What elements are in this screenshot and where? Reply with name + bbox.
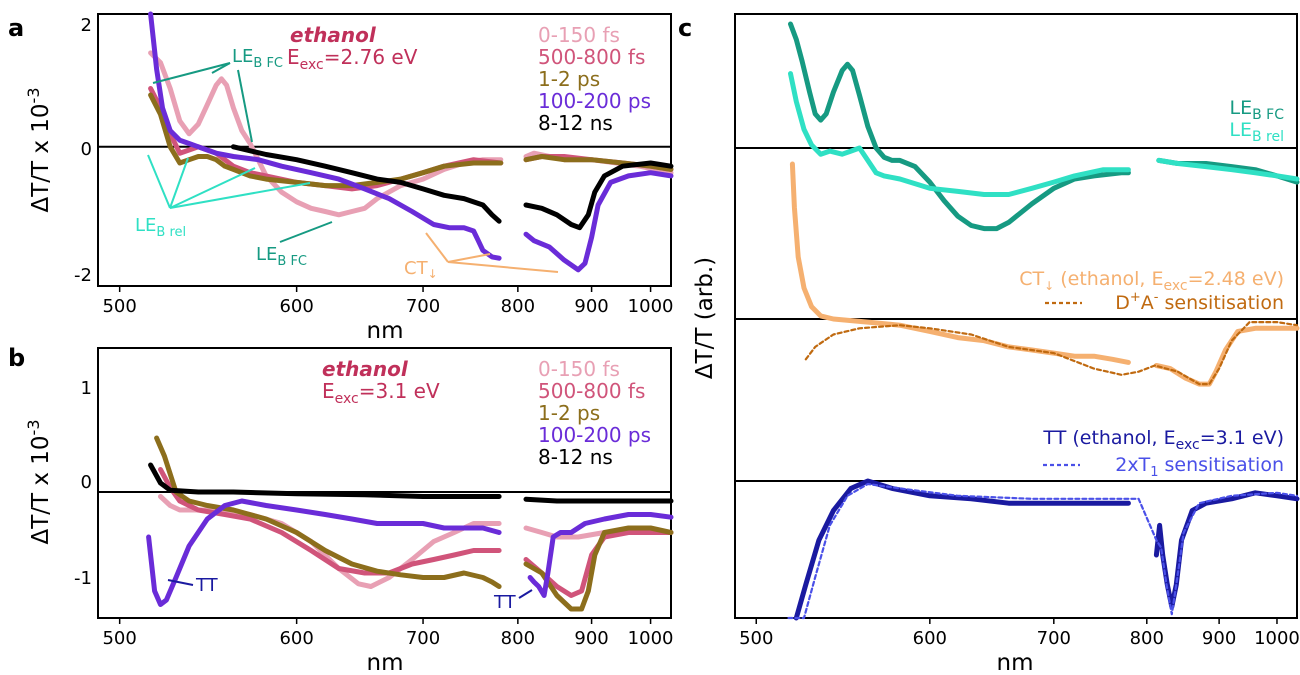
panel-a-legend-0-150fs: 0-150 fs: [538, 23, 620, 47]
panel-b-solvent: ethanol: [322, 357, 409, 381]
svg-text:LEB FC: LEB FC: [256, 244, 307, 269]
panel-c-xticks: 500 600 700 800 900 1000: [739, 618, 1300, 649]
panel-b-legend-0-150fs: 0-150 fs: [538, 357, 620, 381]
xtick-label: 900: [574, 628, 608, 649]
xtick-label: 900: [1202, 628, 1236, 649]
xtick-label: 700: [406, 296, 440, 317]
panel-a-legend-8-12ns: 8-12 ns: [538, 111, 613, 135]
panel-b-letter: b: [8, 344, 25, 372]
panel-a-letter: a: [8, 14, 24, 42]
svg-text:LEB rel: LEB rel: [135, 215, 186, 240]
panel-b-ytick-0: 0: [81, 472, 92, 493]
xtick-label: 1000: [1254, 628, 1300, 649]
panel-a-xticks: 500 600 700 800 900 1000: [102, 286, 673, 317]
panel-c-letter: c: [678, 14, 692, 42]
panel-b-excitation: Eexc=3.1 eV: [322, 379, 440, 407]
panel-c-legend-ct: CT↓ (ethanol, Eexc=2.48 eV): [1019, 268, 1284, 294]
xtick-label: 700: [1037, 628, 1071, 649]
series-8-12-ns: [148, 462, 674, 504]
series-1-2-ps: [154, 435, 674, 612]
panel-a-solvent: ethanol: [290, 23, 377, 47]
panel-b-plot-frame: [97, 347, 672, 619]
xtick-label: 500: [102, 296, 136, 317]
panel-a-ytick-0: 0: [81, 139, 92, 160]
series-100-200-ps: [146, 498, 674, 607]
panel-b-xticks: 500 600 700 800 900 1000: [102, 618, 673, 649]
xtick-label: 800: [501, 628, 535, 649]
series-ct-ethanol-eexc-2-48-ev: [789, 161, 1300, 387]
panel-c-plot-frame: [734, 13, 1298, 619]
panel-a-legend-1-2ps: 1-2 ps: [538, 67, 600, 91]
panel-b: b ΔT/T x 10-3 1 0 -1 500 600 700 800 900 1000…: [8, 344, 674, 675]
panel-a-legend-100-200ps: 100-200 ps: [538, 89, 651, 113]
series-2xt1-sensitisation: [787, 482, 1299, 620]
xtick-label: 1000: [628, 628, 674, 649]
panel-a-plot-frame: [97, 13, 672, 287]
panel-a-series: [148, 11, 674, 273]
panel-b-ytick-minus1: -1: [74, 568, 92, 589]
svg-text:2xT1 sensitisation: 2xT1 sensitisation: [1115, 454, 1284, 480]
svg-text:TT: TT: [195, 575, 219, 596]
panel-c-series: [787, 21, 1300, 621]
panel-b-annotation-tt-right: TT: [493, 589, 533, 613]
panel-b-legend-500-800fs: 500-800 fs: [538, 379, 645, 403]
svg-text:D+A- sensitisation: D+A- sensitisation: [1115, 290, 1284, 314]
xtick-label: 500: [739, 628, 773, 649]
xtick-label: 700: [406, 628, 440, 649]
series-leb-fc: [788, 21, 1300, 232]
panel-b-legend-1-2ps: 1-2 ps: [538, 401, 600, 425]
series-500-800-fs: [158, 467, 674, 598]
series-leb-rel: [788, 71, 1300, 197]
panel-c-legend-tt: TT (ethanol, Eexc=3.1 eV): [1042, 427, 1284, 453]
panel-a-ylabel: ΔT/T x 10-3: [24, 87, 54, 212]
series-d-a-sensitisation: [804, 321, 1299, 386]
svg-text:LEB FC: LEB FC: [232, 46, 283, 71]
xtick-label: 600: [279, 628, 313, 649]
xtick-label: 500: [102, 628, 136, 649]
panel-c: c ΔT/T (arb.) 500 600 700 800 900 1000 nm LEB…: [678, 13, 1300, 675]
panel-b-ylabel: ΔT/T x 10-3: [24, 419, 54, 544]
panel-a-excitation: Eexc=2.76 eV: [287, 45, 418, 73]
xtick-label: 800: [501, 296, 535, 317]
xtick-label: 600: [279, 296, 313, 317]
panel-b-series: [146, 435, 674, 612]
panel-b-legend-100-200ps: 100-200 ps: [538, 423, 651, 447]
xtick-label: 1000: [628, 296, 674, 317]
xtick-label: 600: [913, 628, 947, 649]
panel-b-ytick-1: 1: [81, 378, 92, 399]
series-tt-ethanol-eexc-3-1-ev: [793, 478, 1300, 621]
svg-text:TT: TT: [493, 592, 517, 613]
series-100-200-ps: [148, 11, 674, 273]
series-1-2-ps: [148, 92, 674, 189]
panel-a: a ΔT/T x 10-3 2 0 -2 500 600 700 800 900 1000…: [8, 11, 674, 344]
panel-a-legend-500-800fs: 500-800 fs: [538, 45, 645, 69]
series-8-12-ns: [230, 144, 674, 231]
panel-a-ytick-minus2: -2: [74, 265, 92, 286]
panel-a-annotation-lebfc-bottom: LEB FC: [256, 221, 333, 269]
panel-a-ytick-2: 2: [81, 15, 92, 36]
xtick-label: 800: [1130, 628, 1164, 649]
panel-c-legend-t1: 2xT1 sensitisation: [1043, 454, 1284, 480]
svg-text:CT↓: CT↓: [404, 258, 438, 281]
panel-c-legend-da: D+A- sensitisation: [1045, 290, 1284, 314]
panel-c-xlabel: nm: [997, 650, 1034, 675]
panel-b-annotation-tt-left: TT: [167, 575, 219, 596]
panel-c-ylabel: ΔT/T (arb.): [692, 257, 718, 379]
panel-b-xlabel: nm: [367, 650, 404, 675]
panel-b-legend-8-12ns: 8-12 ns: [538, 445, 613, 469]
panel-a-xlabel: nm: [367, 318, 404, 344]
xtick-label: 900: [574, 296, 608, 317]
